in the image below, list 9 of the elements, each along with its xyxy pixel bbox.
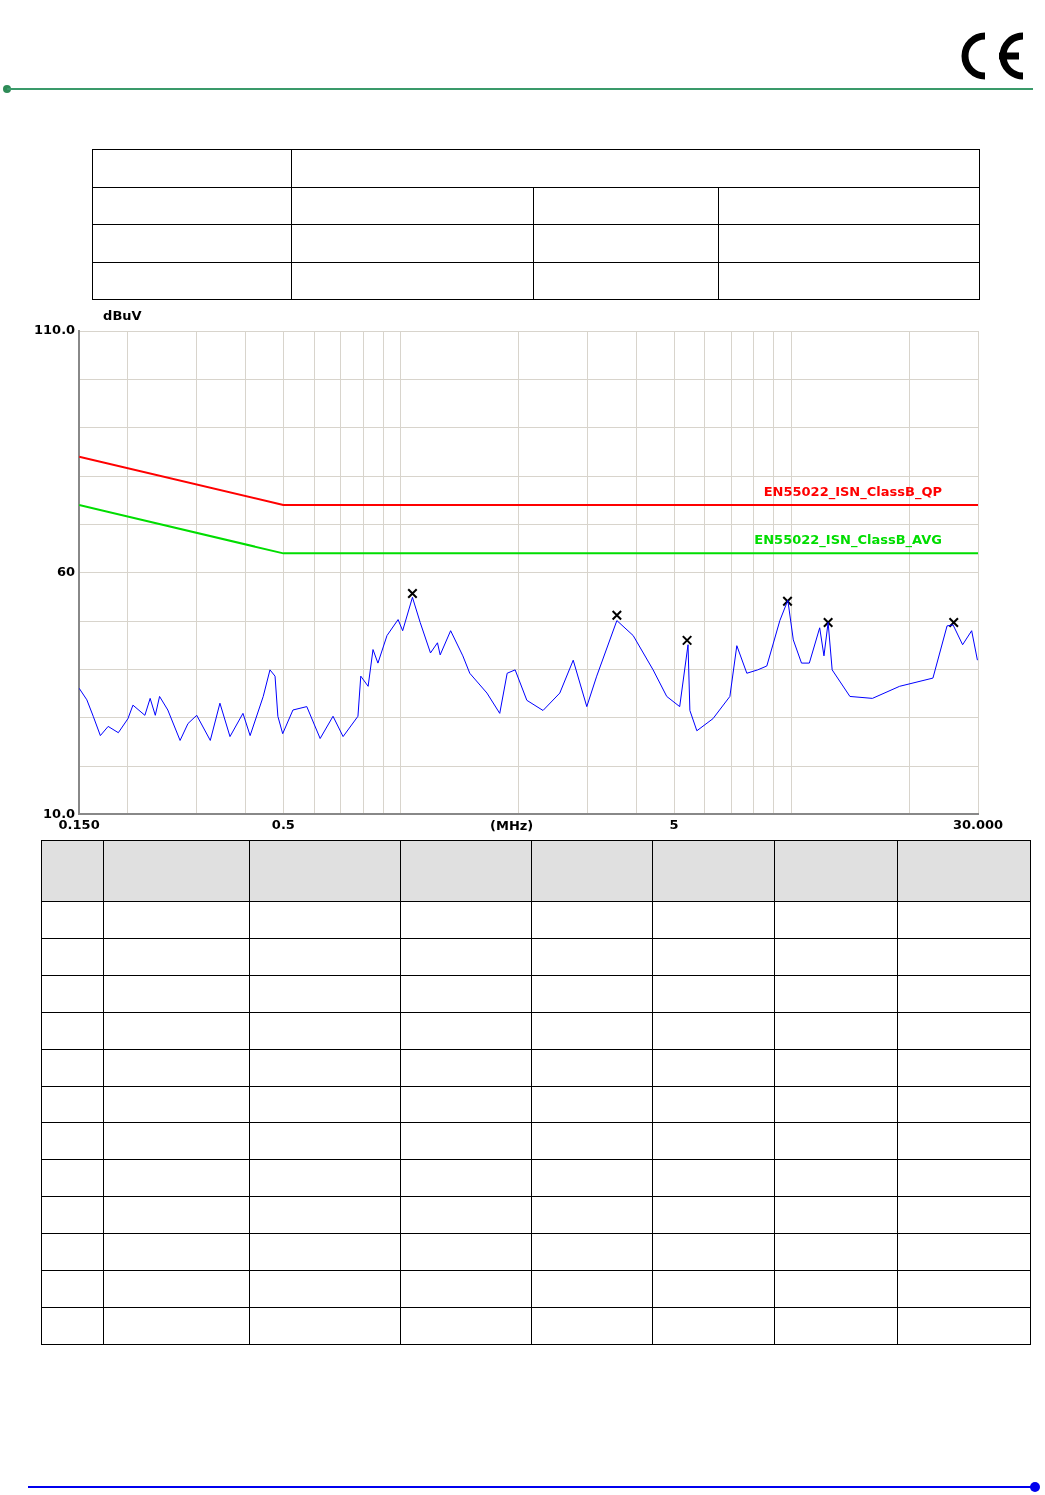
series-label: EN55022_ISN_ClassB_AVG (754, 532, 942, 549)
x-tick-label: 5 (669, 816, 679, 832)
y-tick-label: 110.0 (34, 322, 76, 338)
y-axis-title: dBuV (103, 308, 142, 324)
x-tick-label: 30.000 (952, 816, 1004, 832)
y-tick-label: 60 (57, 564, 76, 580)
series-label: EN55022_ISN_ClassB_QP (763, 483, 942, 500)
x-axis-title: (MHz) (490, 817, 534, 833)
x-tick-label: 0.5 (271, 816, 295, 832)
